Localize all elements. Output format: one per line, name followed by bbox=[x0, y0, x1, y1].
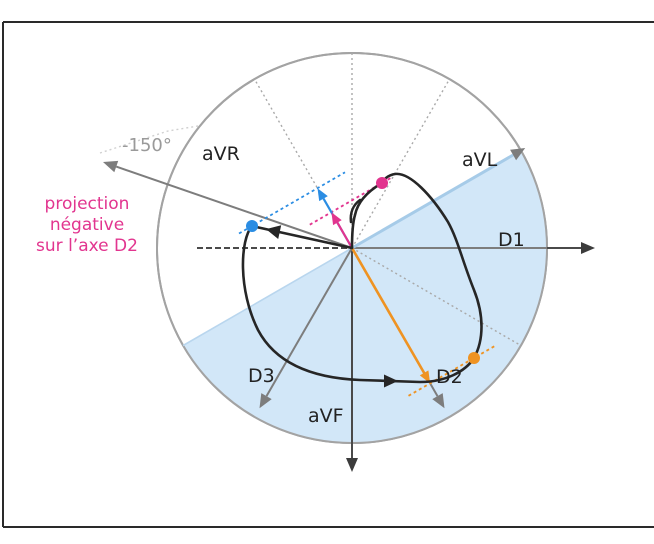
d3-arrowhead bbox=[259, 393, 272, 409]
shaded-hemisphere bbox=[183, 150, 548, 444]
avf-label: aVF bbox=[308, 405, 344, 427]
orange-vector-dot bbox=[468, 352, 480, 364]
d1-label: D1 bbox=[498, 229, 525, 251]
d2-arrowhead bbox=[432, 393, 445, 409]
annotation-line-3: sur l’axe D2 bbox=[36, 236, 138, 256]
d2-label: D2 bbox=[436, 366, 463, 388]
d1-arrowhead bbox=[581, 242, 595, 254]
orange-projection-arrowhead bbox=[419, 370, 431, 384]
d3-axis bbox=[265, 247, 353, 397]
pink-vector-dot bbox=[376, 177, 388, 189]
angle-guide-faint bbox=[99, 125, 199, 154]
annotation-line-2: négative bbox=[50, 215, 124, 235]
hemisphere-boundary-line bbox=[182, 247, 353, 347]
angle-label: -150° bbox=[122, 135, 172, 156]
orange-projection-arrow bbox=[350, 247, 426, 374]
vector-loop bbox=[241, 172, 483, 384]
loop-arrowhead-left bbox=[266, 225, 282, 239]
avf-arrowhead bbox=[346, 458, 358, 472]
avr-label: aVR bbox=[202, 143, 240, 165]
loop-inner-curl bbox=[349, 198, 362, 224]
orange-perpendicular-dotted bbox=[408, 344, 497, 397]
blue-projection-arrowhead bbox=[317, 188, 328, 202]
pink-projection-arrowhead bbox=[331, 212, 342, 226]
avl-arrowhead bbox=[510, 148, 526, 161]
pink-projection-arrow bbox=[336, 222, 353, 249]
loop-arrowhead-bottom bbox=[384, 374, 398, 388]
avl-label: aVL bbox=[462, 149, 498, 171]
avr-axis bbox=[115, 165, 353, 249]
annotation-line-1: projection bbox=[45, 194, 130, 214]
avr-arrowhead bbox=[103, 160, 119, 173]
blue-vector-dot bbox=[246, 220, 258, 232]
d3-label: D3 bbox=[248, 365, 275, 387]
